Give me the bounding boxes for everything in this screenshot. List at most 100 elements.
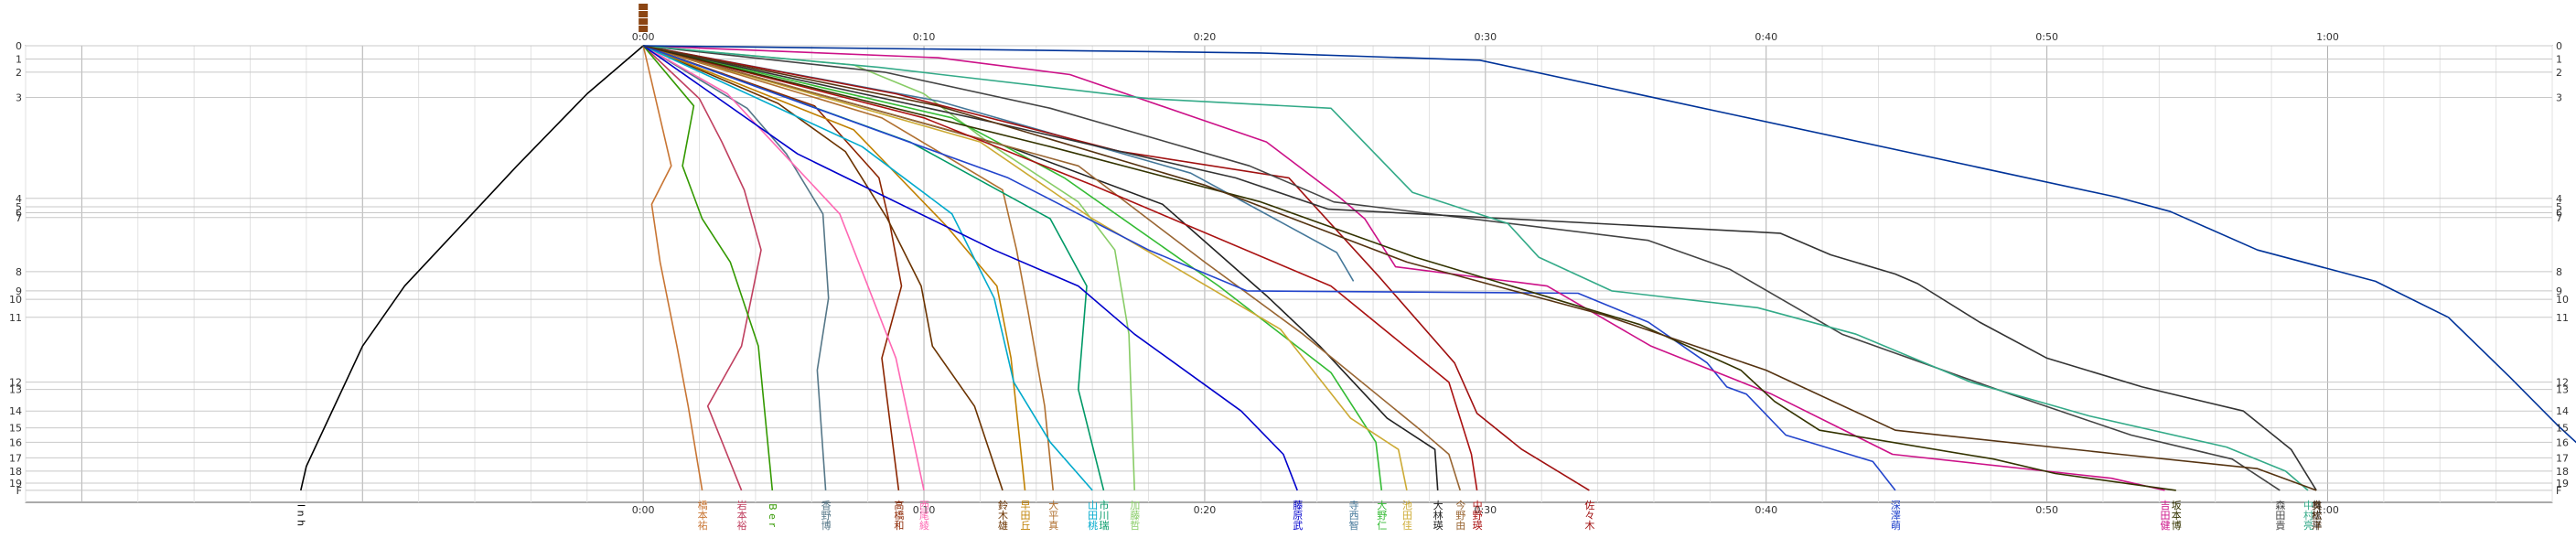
station-label-right: 12: [2556, 377, 2569, 389]
x-tick-label-bottom: 0:50: [2035, 504, 2058, 516]
x-tick-label-top: 0:20: [1194, 31, 1217, 43]
station-label-right: 7: [2556, 212, 2562, 224]
station-label-right: 3: [2556, 92, 2562, 103]
station-label-left: 6: [16, 208, 22, 220]
x-tick-label-top: 1:00: [2316, 31, 2339, 43]
series-name-label: 中村亮: [2302, 500, 2314, 530]
station-label-right: F: [2556, 485, 2561, 497]
start-marker-block: [639, 11, 649, 17]
series-name-label: 香野博: [820, 500, 832, 531]
series-name-label: 佐々木: [1583, 499, 1595, 531]
x-tick-label-bottom: 0:40: [1755, 504, 1777, 516]
series-line: [643, 45, 2317, 491]
series-line: [642, 45, 830, 490]
station-label-left: 10: [9, 294, 22, 306]
x-tick-label-bottom: 0:10: [913, 504, 936, 516]
station-label-right: 6: [2556, 208, 2562, 220]
station-label-right: 15: [2556, 423, 2569, 435]
station-label-right: 2: [2556, 67, 2562, 79]
x-tick-label-bottom: 0:20: [1194, 504, 1217, 516]
series-name-label: 寺西智: [1347, 500, 1359, 531]
x-tick-label-bottom: 1:00: [2316, 504, 2339, 516]
series-name-label: 中野瑛: [1471, 500, 1483, 531]
station-label-left: F: [16, 485, 22, 497]
series-line: [643, 45, 1590, 491]
series-lines: [300, 45, 2576, 491]
series-name-label: 今野由: [1454, 499, 1466, 530]
series-name-label: 早田丘: [1019, 500, 1031, 530]
start-marker-block: [639, 4, 649, 10]
station-label-left: 14: [9, 405, 22, 417]
series-name-label: 池田佳: [1401, 500, 1412, 530]
series-name-label: 大野仁: [1376, 499, 1388, 530]
station-label-right: 18: [2556, 466, 2569, 478]
station-label-left: 4: [16, 193, 22, 205]
series-name-label: 奥松洋: [2311, 499, 2323, 530]
series-name-label: 森田貴: [2274, 499, 2286, 531]
series-line: [642, 45, 1004, 491]
station-label-left: 15: [9, 423, 22, 435]
station-label-left: 0: [16, 40, 22, 52]
station-label-right: 1: [2556, 53, 2562, 65]
series-line: [642, 45, 1298, 491]
series-name-label: 深澤萌: [1889, 500, 1901, 531]
station-label-right: 4: [2556, 193, 2562, 205]
station-label-right: 0: [2556, 40, 2562, 52]
station-label-left: 13: [9, 384, 22, 396]
station-label-left: 3: [16, 92, 22, 103]
x-tick-label-top: 0:10: [913, 31, 936, 43]
series-line: [643, 45, 1478, 491]
series-line: [643, 45, 2281, 491]
series-name-label: 西尾綾: [918, 501, 930, 532]
series-line: [642, 45, 703, 491]
x-tick-label-top: 0:00: [632, 31, 655, 43]
station-label-right: 11: [2556, 312, 2569, 324]
station-label-left: 12: [9, 377, 22, 389]
station-label-left: 11: [9, 312, 22, 324]
station-label-left: 19: [9, 478, 22, 490]
series-name-label: 高橋和: [893, 499, 905, 531]
x-tick-label-top: 0:40: [1755, 31, 1777, 43]
start-marker-block: [639, 18, 649, 25]
x-tick-label-top: 0:50: [2035, 31, 2058, 43]
series-name-label: 大平真: [1047, 499, 1059, 531]
series-line: [643, 45, 1383, 490]
station-label-left: 17: [9, 452, 22, 464]
series-line: [643, 45, 2176, 491]
station-label-left: 7: [16, 212, 22, 224]
station-label-right: 14: [2556, 405, 2569, 417]
series-line: [642, 45, 1439, 490]
series-name-label: 鈴木雄: [996, 499, 1008, 530]
series-line: [642, 45, 1093, 491]
series-line: [642, 45, 1461, 491]
series-line: [642, 45, 762, 491]
station-label-left: 2: [16, 67, 22, 79]
series-name-label: 市川瑞: [1098, 499, 1110, 530]
station-label-left: 5: [16, 201, 22, 213]
station-label-right: 10: [2556, 294, 2569, 306]
series-name-label: I n h: [295, 504, 306, 526]
plot-frame: [25, 45, 2553, 503]
series-name-label: B e r: [767, 503, 778, 527]
station-label-right: 17: [2556, 452, 2569, 464]
station-label-left: 8: [16, 266, 22, 278]
series-line: [642, 45, 1054, 490]
series-line: [643, 45, 2309, 491]
series-line: [642, 45, 1896, 491]
station-label-right: 5: [2556, 201, 2562, 213]
series-name-label: 大林瑛: [1432, 499, 1444, 531]
chart-grid: [25, 45, 2553, 503]
series-line: [642, 45, 774, 490]
series-line: [642, 45, 1408, 491]
series-name-label: 橋本祐: [696, 499, 708, 530]
series-line: [642, 45, 925, 491]
station-label-right: 19: [2556, 478, 2569, 490]
station-label-left: 9: [16, 285, 22, 297]
series-line: [300, 45, 644, 491]
station-label-right: 9: [2556, 285, 2562, 297]
series-name-label: 加藤哲: [1129, 500, 1141, 531]
x-tick-label-bottom: 0:00: [632, 504, 655, 516]
station-label-left: 1: [16, 53, 22, 65]
